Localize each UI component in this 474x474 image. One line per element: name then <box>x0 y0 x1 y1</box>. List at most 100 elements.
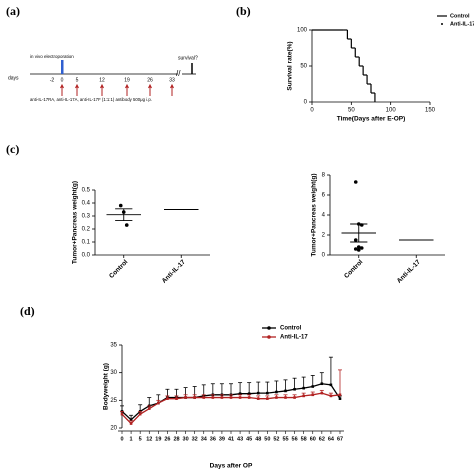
electroporation-marker <box>61 60 64 74</box>
data-point <box>353 180 358 184</box>
x-tick-label: 56 <box>292 436 298 442</box>
day-label: -2 <box>50 77 55 83</box>
data-point <box>129 422 133 425</box>
x-tick-label: 5 <box>139 436 142 442</box>
y-tick-label: 0.1 <box>82 240 91 246</box>
data-point <box>329 383 333 387</box>
data-point <box>275 396 278 399</box>
data-point <box>311 385 315 388</box>
legend-label: Anti-IL-17 <box>450 21 474 27</box>
x-tick-label: 19 <box>155 436 161 442</box>
x-tick-label: 58 <box>301 436 307 442</box>
panel-label: (c) <box>6 142 19 156</box>
panel-label: (b) <box>236 4 251 18</box>
data-point <box>338 397 342 400</box>
y-axis-label: Survival rate(%) <box>287 41 294 90</box>
break: // <box>176 69 181 78</box>
day-label: 33 <box>169 77 175 83</box>
treatment-arrow <box>125 83 129 96</box>
y-tick-label: 8 <box>322 173 326 179</box>
x-tick-label: 48 <box>255 436 261 442</box>
data-point <box>202 396 206 399</box>
data-point <box>211 396 215 399</box>
x-tick-label: 12 <box>146 436 152 442</box>
x-tick-label: 39 <box>219 436 225 442</box>
x-tick-label: 30 <box>183 436 189 442</box>
data-point <box>193 396 196 399</box>
x-tick-label: 41 <box>228 436 234 442</box>
data-point <box>256 391 260 395</box>
x-tick-label: 0 <box>310 108 314 114</box>
day-label: 26 <box>147 77 153 83</box>
data-point <box>356 248 361 252</box>
data-point <box>238 392 242 395</box>
data-point <box>284 389 287 393</box>
y-tick-label: 20 <box>110 426 117 432</box>
x-tick-label: 1 <box>130 436 133 442</box>
day-label: 0 <box>61 77 64 83</box>
data-point <box>266 397 269 400</box>
data-point <box>329 394 333 398</box>
data-point <box>238 396 242 399</box>
y-tick-label: 0.2 <box>82 227 91 233</box>
x-tick-label: Control <box>108 259 129 280</box>
x-tick-label: 0 <box>120 436 123 442</box>
x-tick-label: 36 <box>210 436 216 442</box>
x-tick-label: 50 <box>264 436 270 442</box>
x-tick-label: 43 <box>237 436 243 442</box>
x-tick-label: 34 <box>201 436 208 442</box>
data-point <box>353 238 358 242</box>
x-tick-label: 55 <box>282 436 288 442</box>
data-point <box>247 396 251 399</box>
day-label: 5 <box>76 77 79 83</box>
treatment-arrow <box>75 83 79 96</box>
y-tick-label: 0.5 <box>82 188 91 194</box>
legend-label: Control <box>280 326 302 332</box>
legend-swatch <box>267 326 271 330</box>
treatment-arrow <box>100 83 104 96</box>
y-tick-label: 30 <box>110 370 117 376</box>
data-point <box>284 396 287 399</box>
endpoint-label: survival? <box>178 55 198 61</box>
data-point <box>166 397 169 400</box>
data-point <box>356 245 361 249</box>
y-tick-label: 0.4 <box>82 201 91 207</box>
x-tick-label: 50 <box>348 108 355 114</box>
y-tick-label: 35 <box>110 343 117 349</box>
x-tick-label: 100 <box>386 108 397 114</box>
x-tick-label: 62 <box>319 436 325 442</box>
treatment-arrow <box>148 83 152 96</box>
data-point <box>266 391 269 395</box>
data-point <box>302 386 305 390</box>
y-tick-label: 0.3 <box>82 214 91 220</box>
y-axis-label: Bodyweight (g) <box>103 363 110 410</box>
x-axis-label: Days after OP <box>210 463 253 470</box>
panel-label: (a) <box>6 4 20 18</box>
x-tick-label: 150 <box>425 108 436 114</box>
treatment-label: anti-IL-17RA, anti-IL-17A, anti-IL-17F (… <box>30 97 152 102</box>
x-tick-label: Anti-IL-17 <box>396 258 422 284</box>
x-tick-label: 28 <box>173 436 179 442</box>
x-tick-label: 60 <box>310 436 316 442</box>
day-label: 12 <box>99 77 105 83</box>
x-tick-label: 64 <box>328 436 335 442</box>
data-point <box>247 392 251 395</box>
data-point <box>175 397 178 400</box>
data-point <box>129 418 133 421</box>
y-axis-label: Tumor+Pancreas weight(g) <box>311 173 318 256</box>
x-tick-label: 32 <box>192 436 198 442</box>
y-tick-label: 0 <box>322 253 326 259</box>
data-point <box>359 246 364 250</box>
y-axis-label: Tumor+Pancreas weight(g) <box>72 181 79 264</box>
days-label: days <box>8 75 19 81</box>
y-tick-label: 25 <box>110 398 117 404</box>
data-point <box>184 396 187 399</box>
y-tick-label: 100 <box>297 28 308 34</box>
data-point <box>124 223 129 227</box>
legend-swatch <box>267 335 271 339</box>
legend-label: Anti-IL-17 <box>280 335 308 341</box>
data-point <box>338 393 342 397</box>
x-tick-label: 26 <box>164 436 170 442</box>
